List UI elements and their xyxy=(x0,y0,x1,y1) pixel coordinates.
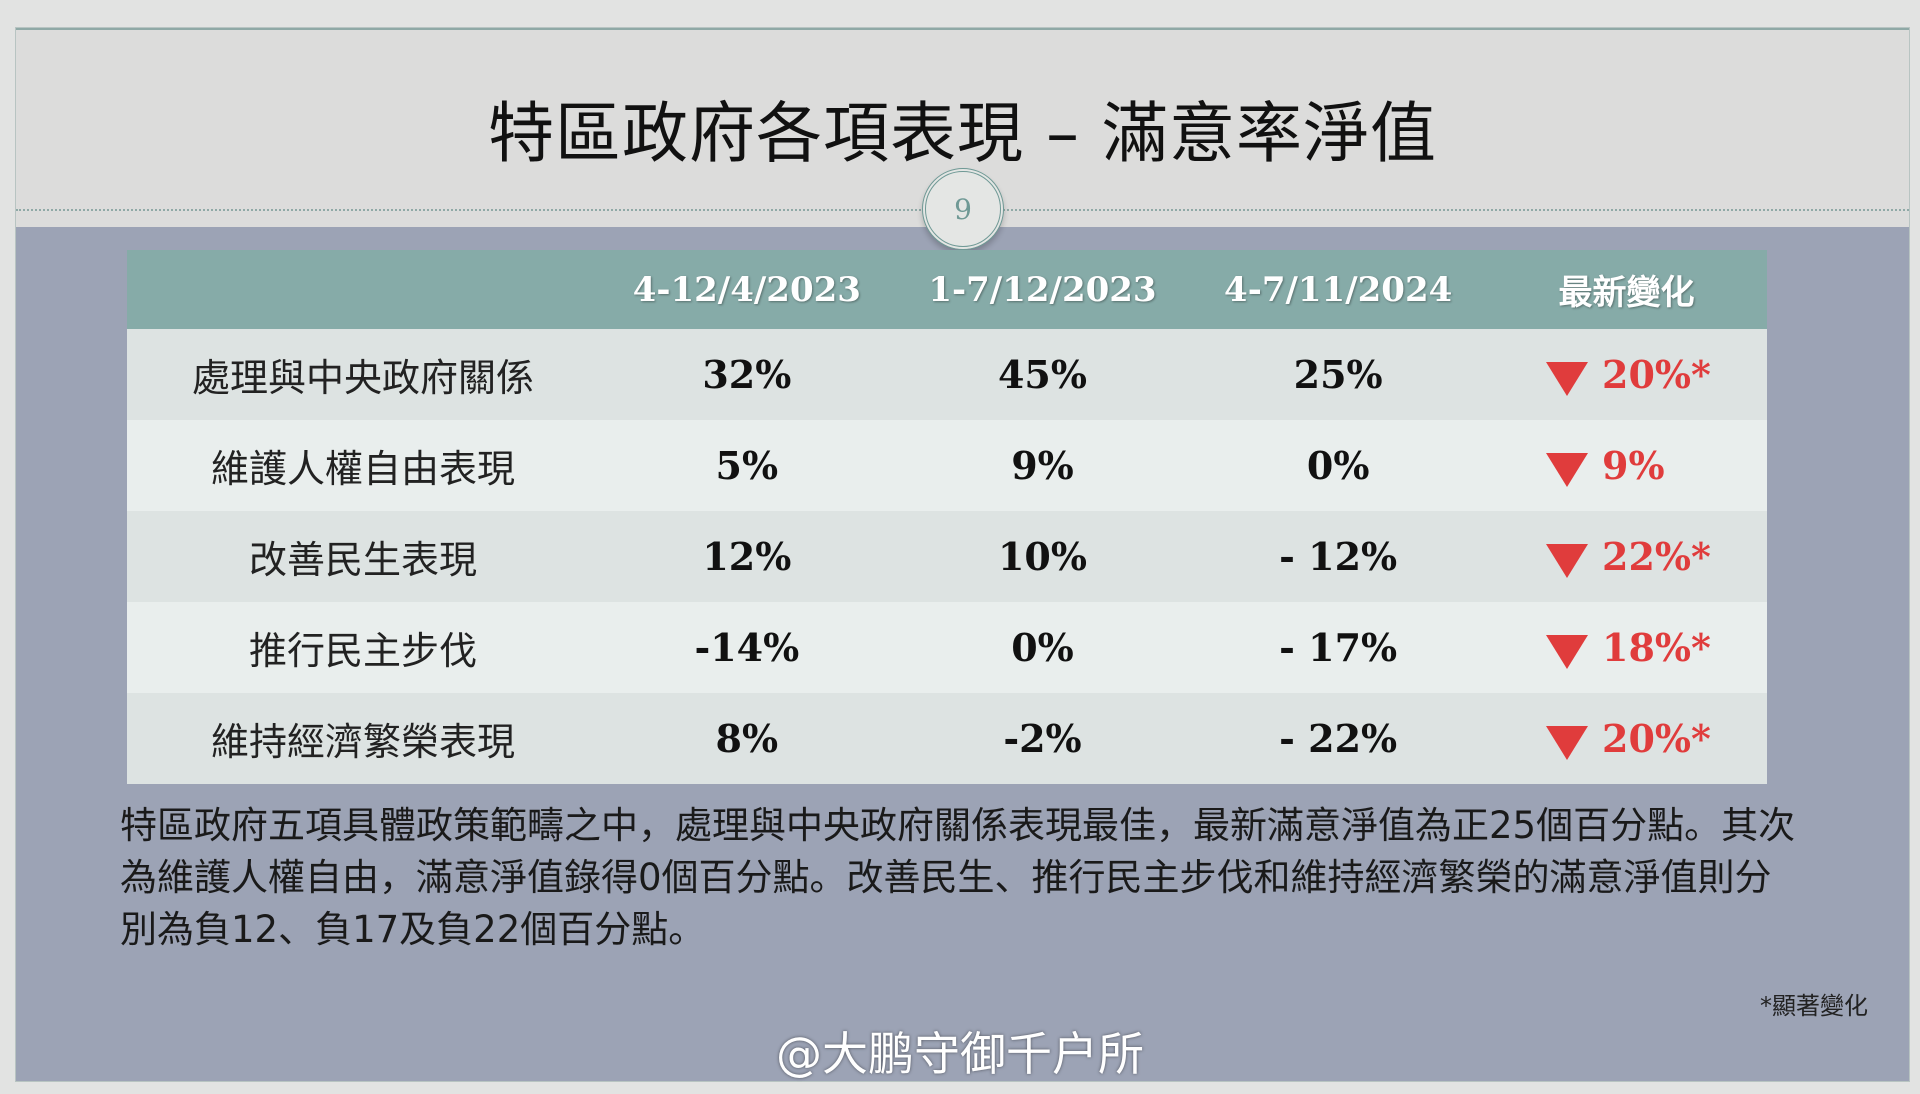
header-period-1: 4-12/4/2023 xyxy=(599,250,895,329)
footnote: *顯著變化 xyxy=(1760,992,1868,1020)
down-triangle-icon xyxy=(1546,543,1588,578)
change-cell: 20%* xyxy=(1486,329,1767,420)
cell: 5% xyxy=(599,420,895,511)
change-value: 22%* xyxy=(1602,534,1711,579)
cell: 9% xyxy=(894,420,1191,511)
cell: 0% xyxy=(1190,420,1486,511)
change-value: 18%* xyxy=(1602,625,1711,670)
cell: -14% xyxy=(599,602,895,693)
watermark: @大鹏守御千户所 xyxy=(776,1027,1144,1081)
row-label: 改善民生表現 xyxy=(127,511,599,602)
down-triangle-icon xyxy=(1546,361,1588,396)
header-period-2: 1-7/12/2023 xyxy=(894,250,1191,329)
table-row: 維護人權自由表現 5% 9% 0% 9% xyxy=(127,420,1767,511)
page-number-badge: 9 xyxy=(922,168,1004,250)
header-change: 最新變化 xyxy=(1486,250,1767,329)
table-row: 改善民生表現 12% 10% - 12% 22%* xyxy=(127,511,1767,602)
change-cell: 18%* xyxy=(1486,602,1767,693)
cell: 25% xyxy=(1190,329,1486,420)
change-value: 20%* xyxy=(1602,352,1711,397)
summary-paragraph: 特區政府五項具體政策範疇之中，處理與中央政府關係表現最佳，最新滿意淨值為正25個… xyxy=(120,804,1796,951)
cell: - 12% xyxy=(1190,511,1486,602)
slide-title: 特區政府各項表現 – 滿意率淨值 xyxy=(488,95,1437,172)
down-triangle-icon xyxy=(1546,725,1588,760)
row-label: 處理與中央政府關係 xyxy=(127,329,599,420)
cell: 8% xyxy=(599,693,895,784)
row-label: 維持經濟繁榮表現 xyxy=(127,693,599,784)
cell: 12% xyxy=(599,511,895,602)
table-row: 推行民主步伐 -14% 0% - 17% 18%* xyxy=(127,602,1767,693)
cell: - 17% xyxy=(1190,602,1486,693)
table-header-row: 4-12/4/2023 1-7/12/2023 4-7/11/2024 最新變化 xyxy=(127,250,1767,329)
table-row: 處理與中央政府關係 32% 45% 25% 20%* xyxy=(127,329,1767,420)
cell: 45% xyxy=(894,329,1191,420)
change-cell: 9% xyxy=(1486,420,1767,511)
cell: 32% xyxy=(599,329,895,420)
change-cell: 22%* xyxy=(1486,511,1767,602)
down-triangle-icon xyxy=(1546,452,1588,487)
table-row: 維持經濟繁榮表現 8% -2% - 22% 20%* xyxy=(127,693,1767,784)
cell: 10% xyxy=(894,511,1191,602)
down-triangle-icon xyxy=(1546,634,1588,669)
header-period-3: 4-7/11/2024 xyxy=(1190,250,1486,329)
satisfaction-table: 4-12/4/2023 1-7/12/2023 4-7/11/2024 最新變化… xyxy=(127,250,1767,784)
change-value: 9% xyxy=(1602,443,1665,488)
cell: -2% xyxy=(894,693,1191,784)
change-value: 20%* xyxy=(1602,716,1711,761)
row-label: 維護人權自由表現 xyxy=(127,420,599,511)
cell: - 22% xyxy=(1190,693,1486,784)
header-label xyxy=(127,250,599,329)
cell: 0% xyxy=(894,602,1191,693)
row-label: 推行民主步伐 xyxy=(127,602,599,693)
change-cell: 20%* xyxy=(1486,693,1767,784)
